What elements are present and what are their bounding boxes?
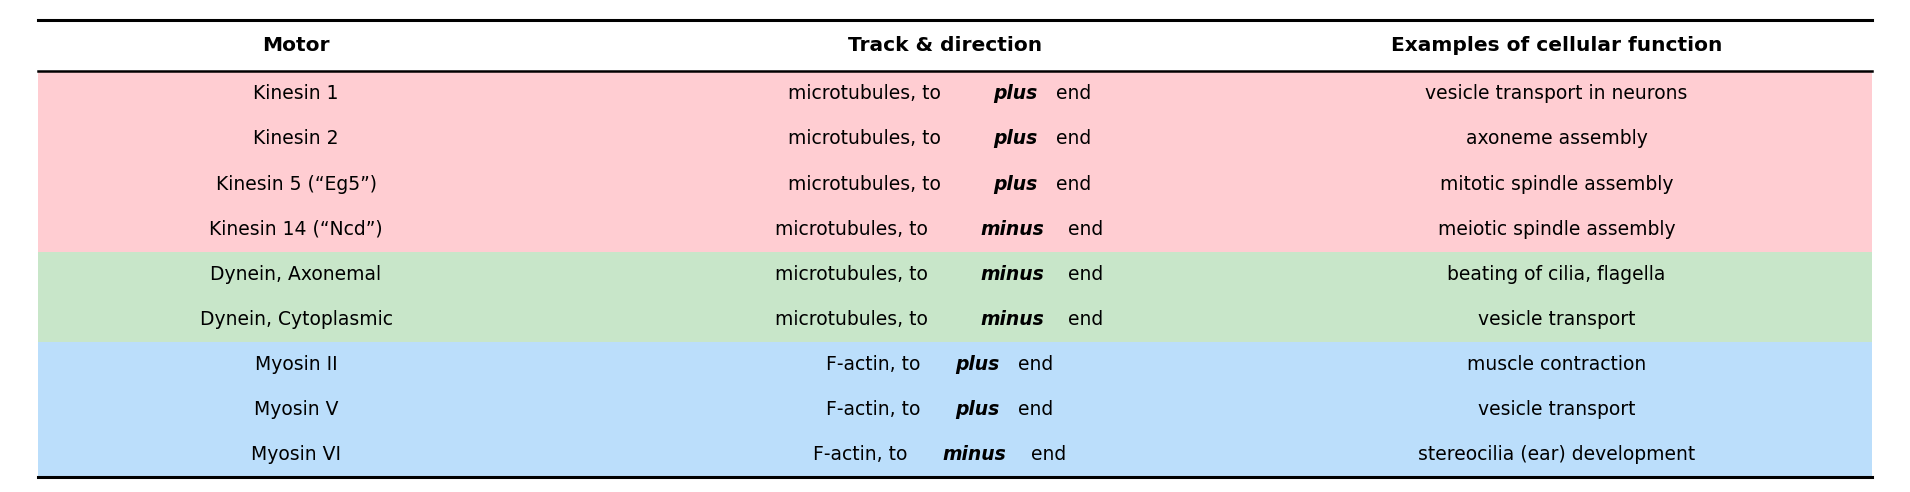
Text: Kinesin 5 (“Eg5”): Kinesin 5 (“Eg5”) [216,175,376,193]
Bar [38,20,1872,71]
Text: minus: minus [942,445,1007,464]
Text: end: end [1062,265,1104,284]
Text: end: end [1050,85,1091,103]
Text: F-actin, to: F-actin, to [825,355,926,374]
Text: microtubules, to: microtubules, to [787,129,947,149]
Text: Kinesin 1: Kinesin 1 [254,85,338,103]
Text: end: end [1062,310,1104,329]
Text: microtubules, to: microtubules, to [787,175,947,193]
Bar [38,252,1872,297]
Bar [38,432,1872,477]
Text: microtubules, to: microtubules, to [775,220,934,239]
Text: Dynein, Axonemal: Dynein, Axonemal [210,265,382,284]
Text: end: end [1012,355,1054,374]
Text: beating of cilia, flagella: beating of cilia, flagella [1448,265,1666,284]
Text: F-actin, to: F-actin, to [814,445,913,464]
Text: stereocilia (ear) development: stereocilia (ear) development [1417,445,1696,464]
Text: end: end [1050,129,1091,149]
Text: microtubules, to: microtubules, to [787,85,947,103]
Text: minus: minus [980,265,1045,284]
Bar [38,342,1872,387]
Text: minus: minus [980,310,1045,329]
Text: mitotic spindle assembly: mitotic spindle assembly [1440,175,1673,193]
Text: Myosin V: Myosin V [254,400,338,419]
Text: Myosin II: Myosin II [254,355,338,374]
Text: microtubules, to: microtubules, to [775,265,934,284]
Text: plus: plus [955,400,999,419]
Text: minus: minus [980,220,1045,239]
Text: plus: plus [993,175,1037,193]
Bar [38,161,1872,207]
Bar [38,117,1872,161]
Text: Examples of cellular function: Examples of cellular function [1390,36,1723,55]
Text: end: end [1012,400,1054,419]
Text: end: end [1062,220,1104,239]
Text: end: end [1050,175,1091,193]
Text: plus: plus [993,129,1037,149]
Text: plus: plus [955,355,999,374]
Text: Dynein, Cytoplasmic: Dynein, Cytoplasmic [199,310,393,329]
Text: Kinesin 14 (“Ncd”): Kinesin 14 (“Ncd”) [210,220,382,239]
Text: vesicle transport: vesicle transport [1478,310,1635,329]
Text: muscle contraction: muscle contraction [1467,355,1646,374]
Bar [38,297,1872,342]
Text: Kinesin 2: Kinesin 2 [254,129,338,149]
Text: F-actin, to: F-actin, to [825,400,926,419]
Bar [38,387,1872,432]
Text: Motor: Motor [262,36,330,55]
Text: microtubules, to: microtubules, to [775,310,934,329]
Text: vesicle transport in neurons: vesicle transport in neurons [1425,85,1688,103]
Bar [38,207,1872,252]
Text: meiotic spindle assembly: meiotic spindle assembly [1438,220,1675,239]
Text: vesicle transport: vesicle transport [1478,400,1635,419]
Text: Track & direction: Track & direction [848,36,1043,55]
Text: axoneme assembly: axoneme assembly [1465,129,1648,149]
Text: plus: plus [993,85,1037,103]
Text: end: end [1026,445,1066,464]
Text: Myosin VI: Myosin VI [250,445,342,464]
Bar [38,71,1872,117]
